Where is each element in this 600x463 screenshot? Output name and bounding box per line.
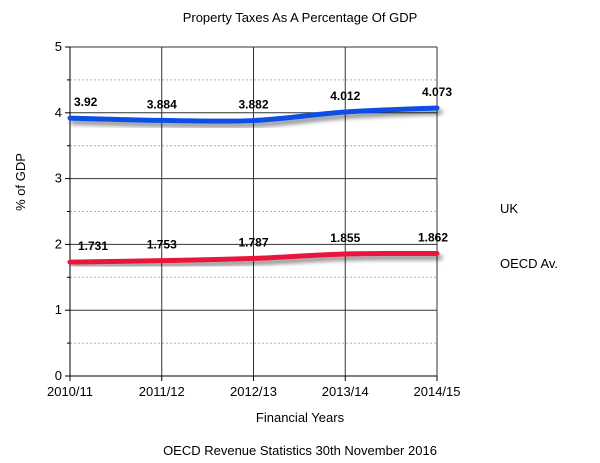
data-label-uk: 4.073 [422, 85, 452, 99]
y-tick-label: 4 [55, 105, 62, 120]
data-label-uk: 3.92 [74, 95, 98, 109]
x-tick-label: 2013/14 [322, 384, 369, 399]
series-line-uk [67, 105, 440, 124]
tick-labels: 0 1 2 3 4 5 2010/11 2011/12 2012/13 2013/14 2014/1… [47, 39, 461, 399]
data-label-uk: 3.882 [238, 98, 268, 112]
y-tick-label: 0 [55, 368, 62, 383]
x-tick-label: 2011/12 [139, 384, 185, 399]
source-note: OECD Revenue Statistics 30th November 20… [163, 443, 437, 458]
data-labels: 3.92 3.884 3.882 4.012 4.073 1.731 1.753 1.787 1… [74, 85, 452, 253]
x-tick-label: 2012/13 [230, 384, 277, 399]
data-label-uk: 3.884 [147, 97, 177, 111]
data-label-uk: 4.012 [330, 89, 360, 103]
y-tick-label: 5 [55, 39, 62, 54]
legend: UK OECD Av. [481, 201, 558, 271]
gridlines [70, 46, 438, 376]
data-label-oecd-av: 1.855 [330, 231, 360, 245]
y-tick-label: 1 [55, 302, 62, 317]
y-tick-label: 3 [55, 171, 62, 186]
series-line-oecd-av [67, 250, 440, 265]
data-label-oecd-av: 1.862 [418, 230, 448, 244]
data-label-oecd-av: 1.787 [238, 235, 268, 249]
chart-title: Property Taxes As A Percentage Of GDP [182, 10, 418, 25]
data-label-oecd-av: 1.731 [78, 239, 108, 253]
y-tick-label: 2 [55, 236, 62, 251]
legend-label-oecd-av: OECD Av. [500, 256, 558, 271]
series-lines [67, 105, 440, 265]
data-label-oecd-av: 1.753 [147, 238, 177, 252]
axes [65, 46, 438, 381]
x-tick-label: 2014/15 [414, 384, 461, 399]
x-tick-label: 2010/11 [47, 384, 93, 399]
legend-label-uk: UK [500, 201, 518, 216]
x-axis-title: Financial Years [255, 410, 345, 425]
